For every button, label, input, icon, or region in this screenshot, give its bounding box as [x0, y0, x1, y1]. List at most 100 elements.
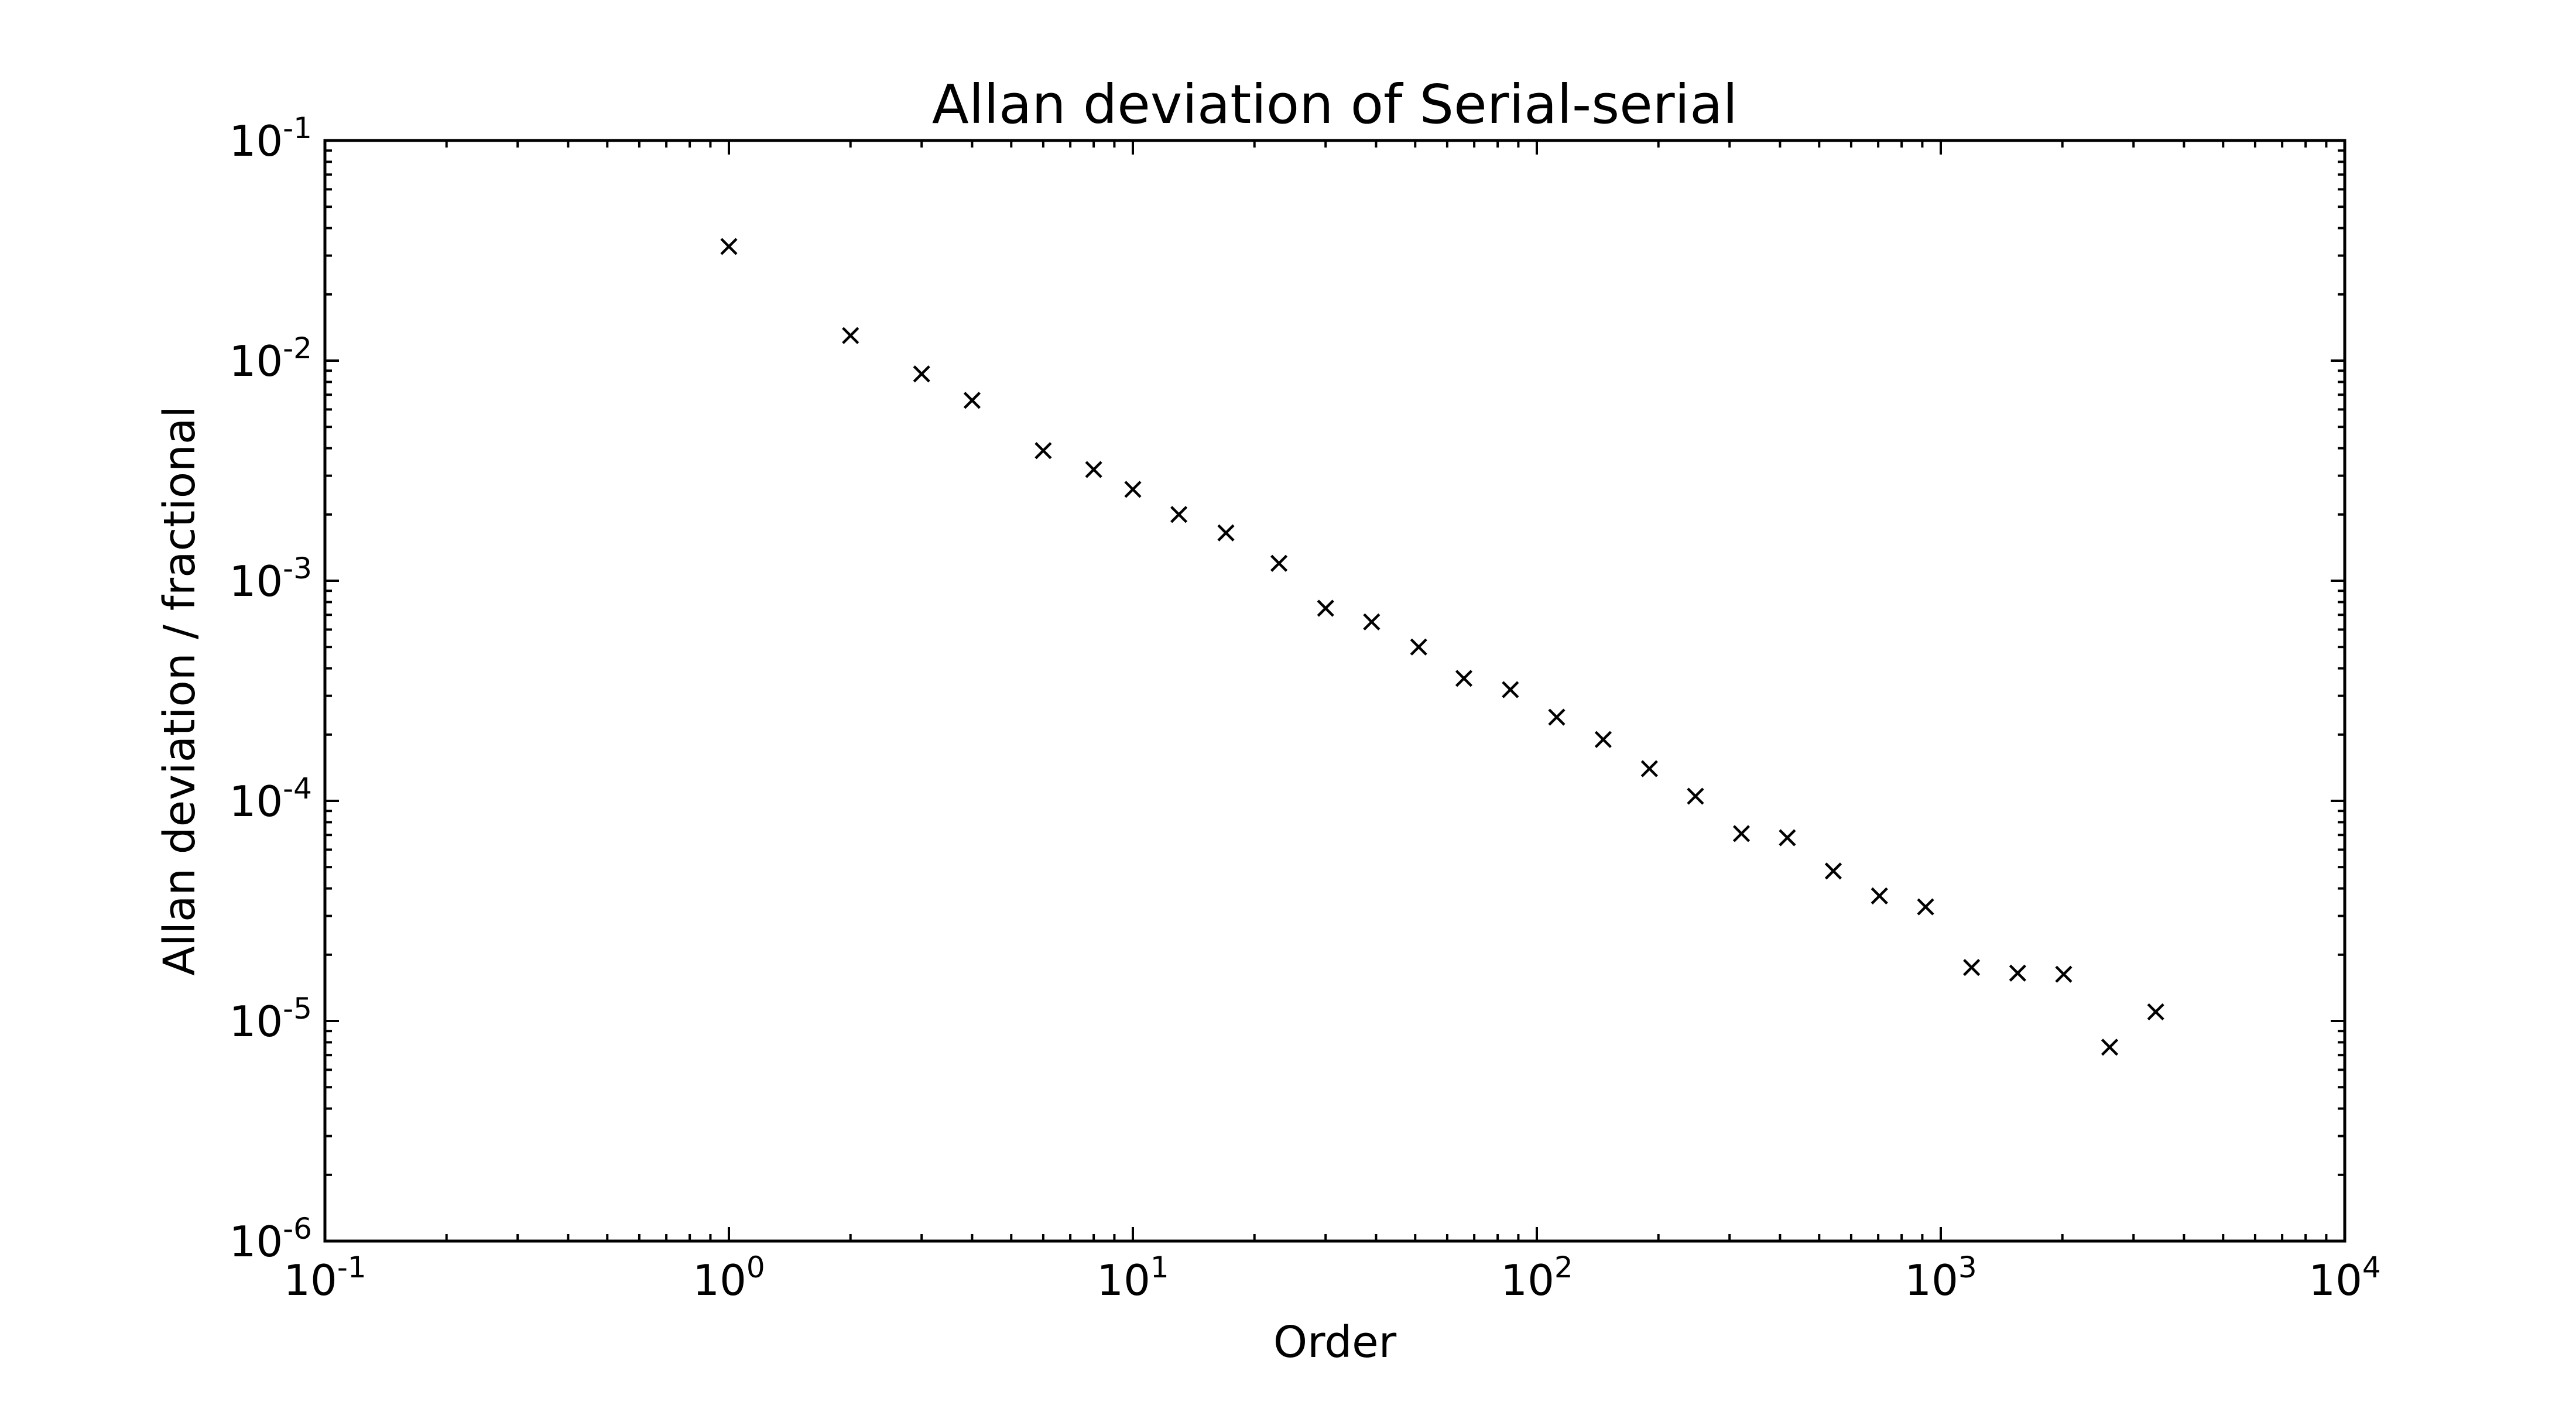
y-tick-exponent: -5 [283, 992, 312, 1026]
x-tick-base: 10 [2308, 1256, 2362, 1305]
data-point-stroke [1217, 524, 1235, 542]
x-tick-label: 102 [1501, 1250, 1573, 1305]
data-point [720, 238, 738, 255]
data-point [1594, 731, 1612, 748]
data-point-stroke [1871, 887, 1888, 904]
y-tick-labels: 10-610-510-410-310-210-1 [229, 111, 312, 1266]
data-point-stroke [963, 392, 981, 409]
data-point-stroke [1732, 825, 1751, 842]
data-points [720, 238, 2164, 1056]
y-tick-base: 10 [229, 997, 283, 1046]
x-axis-label: Order [1273, 1317, 1397, 1368]
y-tick-label: 10-3 [229, 551, 312, 606]
data-point [1317, 599, 1334, 617]
data-point-stroke [2147, 1003, 2164, 1021]
plot-frame [323, 139, 2347, 1243]
data-point-stroke [1085, 461, 1102, 478]
y-tick-base: 10 [229, 557, 283, 606]
data-point [1779, 829, 1796, 847]
data-point [1963, 959, 1981, 976]
y-axis-label: Allan deviation / fractional [155, 406, 205, 976]
data-point-stroke [1640, 760, 1658, 777]
x-tick-label: 103 [1904, 1250, 1976, 1305]
x-tick-label: 104 [2308, 1250, 2380, 1305]
x-tick-base: 10 [1904, 1256, 1958, 1305]
y-tick-exponent: -6 [283, 1212, 312, 1246]
data-point [842, 327, 859, 344]
data-point-stroke [1270, 554, 1288, 572]
data-point-stroke [720, 238, 738, 255]
data-point [1363, 613, 1381, 630]
data-point-stroke [1363, 613, 1381, 630]
x-tick-exponent: 3 [1958, 1250, 1977, 1284]
y-tick-base: 10 [229, 337, 283, 386]
data-point [963, 392, 981, 409]
y-tick-label: 10-5 [229, 992, 312, 1046]
x-tick-label: 100 [693, 1250, 765, 1305]
y-tick-base: 10 [229, 777, 283, 826]
y-tick-base: 10 [229, 116, 283, 166]
data-point [2147, 1003, 2164, 1021]
data-point-stroke [2009, 964, 2026, 982]
data-point-stroke [1317, 599, 1334, 617]
data-point [1732, 825, 1751, 842]
data-point-stroke [842, 327, 859, 344]
data-point [2101, 1039, 2119, 1056]
data-point-stroke [1963, 959, 1981, 976]
data-point [1548, 708, 1566, 726]
data-point [1124, 481, 1142, 498]
data-point [913, 365, 930, 383]
y-tick-label: 10-4 [229, 772, 312, 826]
data-point-stroke [1594, 731, 1612, 748]
data-point-stroke [1917, 898, 1934, 916]
y-tick-exponent: -2 [283, 331, 312, 365]
data-point [2055, 965, 2073, 983]
x-tick-labels: 10-1 100 101 102 103 104 [283, 1250, 2380, 1305]
data-point [1085, 461, 1102, 478]
data-point [1640, 760, 1658, 777]
data-point [1410, 638, 1427, 656]
data-point-stroke [2101, 1039, 2119, 1056]
x-tick-exponent: 2 [1554, 1250, 1573, 1284]
data-point [1917, 898, 1934, 916]
x-tick-base: 10 [1097, 1256, 1150, 1305]
data-point-stroke [1502, 681, 1519, 698]
x-tick-base: 10 [1501, 1256, 1554, 1305]
y-tick-exponent: -3 [283, 551, 312, 585]
x-tick-exponent: 1 [1150, 1250, 1169, 1284]
data-point-stroke [1124, 481, 1142, 498]
x-tick-label: 10-1 [283, 1250, 366, 1305]
x-tick-exponent: 0 [746, 1250, 765, 1284]
data-point-stroke [1455, 670, 1473, 687]
x-tick-exponent: 4 [2362, 1250, 2381, 1284]
data-point [1034, 442, 1052, 460]
data-point [1871, 887, 1888, 904]
data-point [1687, 787, 1704, 805]
data-point [1502, 681, 1519, 698]
y-tick-exponent: -1 [283, 111, 312, 145]
y-tick-base: 10 [229, 1217, 283, 1266]
y-tick-exponent: -4 [283, 772, 312, 806]
data-point [1217, 524, 1235, 542]
x-tick-base: 10 [283, 1256, 337, 1305]
x-tick-label: 101 [1097, 1250, 1169, 1305]
data-point-stroke [1779, 829, 1796, 847]
chart-title: Allan deviation of Serial-serial [932, 73, 1738, 136]
data-point [1270, 554, 1288, 572]
data-point [1170, 506, 1188, 523]
x-tick-base: 10 [693, 1256, 746, 1305]
data-point-stroke [1824, 862, 1842, 880]
data-point [2009, 964, 2026, 982]
y-tick-label: 10-2 [229, 331, 312, 386]
data-point [1455, 670, 1473, 687]
y-tick-label: 10-1 [229, 111, 312, 166]
y-tick-label: 10-6 [229, 1212, 312, 1266]
data-point-stroke [1034, 442, 1052, 460]
data-point-stroke [913, 365, 930, 383]
data-point-stroke [1410, 638, 1427, 656]
data-point-stroke [1548, 708, 1566, 726]
data-point-stroke [1687, 787, 1704, 805]
data-point-stroke [1170, 506, 1188, 523]
